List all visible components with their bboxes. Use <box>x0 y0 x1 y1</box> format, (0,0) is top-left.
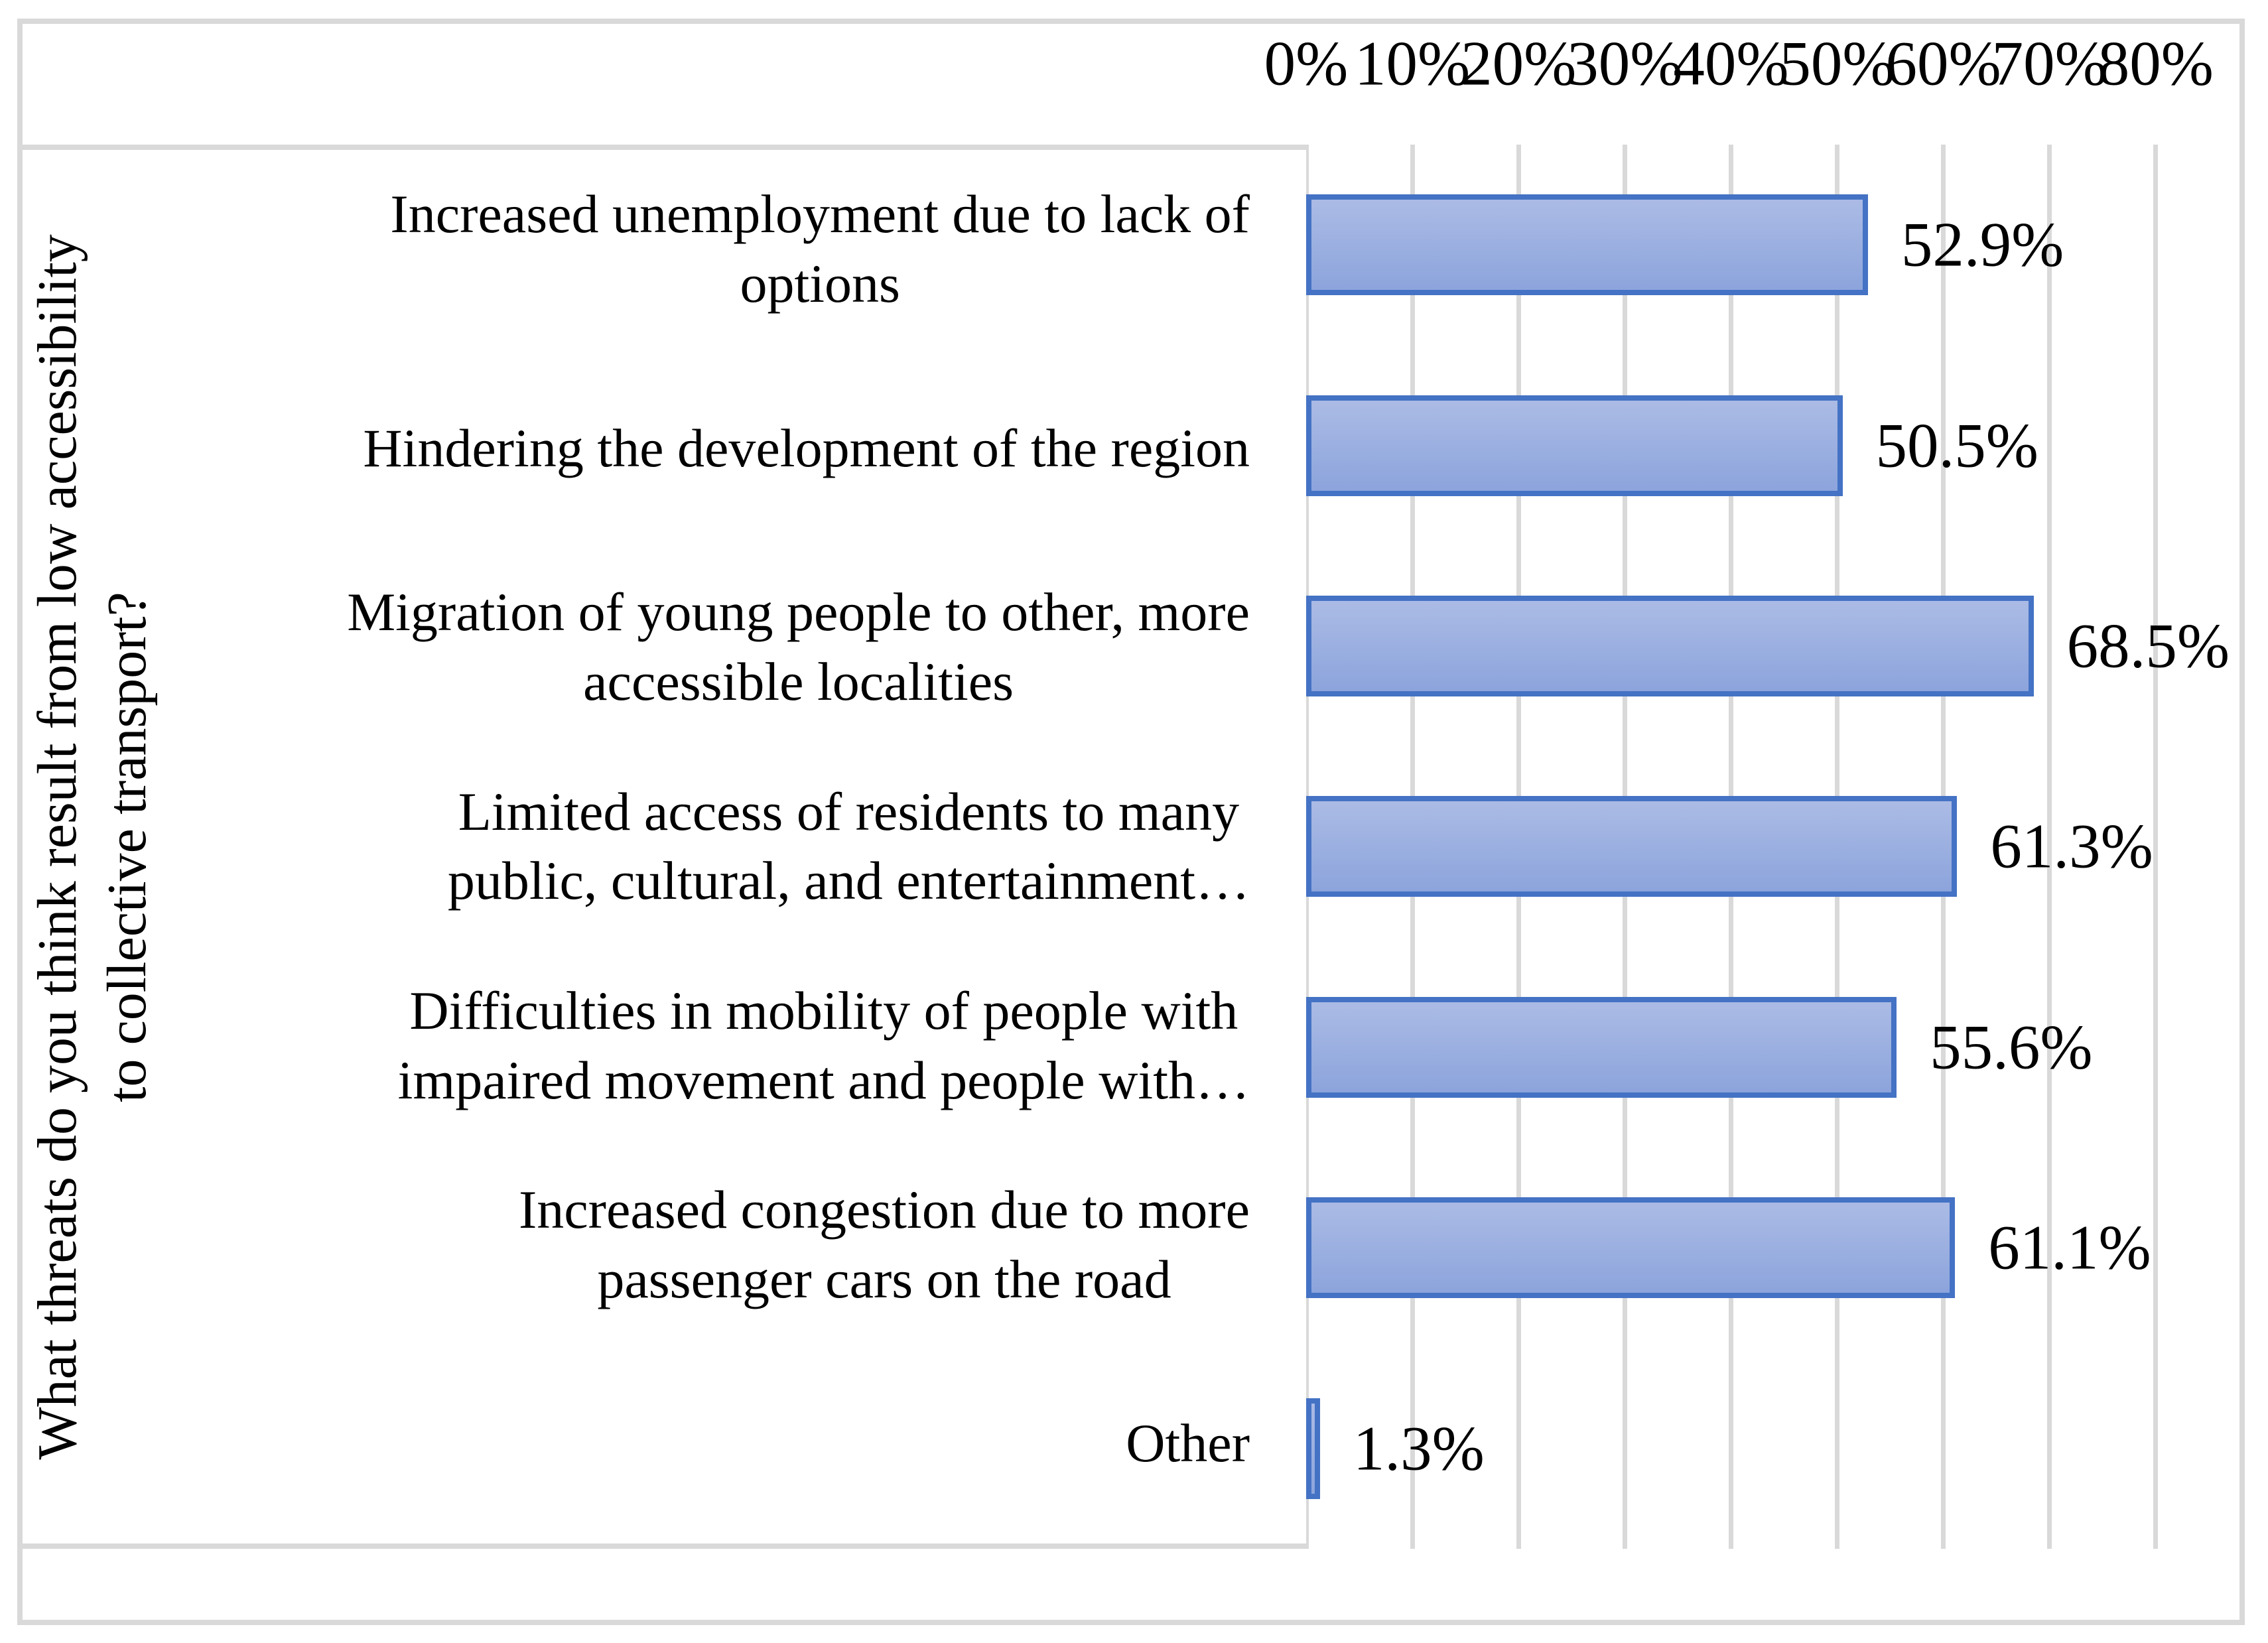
x-axis-tick-label: 10% <box>1355 28 1471 99</box>
category-label: Hindering the development of the region <box>363 417 1250 478</box>
bar-row: 52.9% <box>1306 145 2239 345</box>
category-row: Other <box>135 1345 1306 1544</box>
bar <box>1306 796 1958 897</box>
bar <box>1306 1398 1320 1499</box>
bar-row: 61.3% <box>1306 746 2239 947</box>
category-label: Difficulties in mobility of people with … <box>397 980 1250 1110</box>
category-row: Hindering the development of the region <box>135 349 1306 548</box>
category-labels: Increased unemployment due to lack of op… <box>135 150 1306 1544</box>
bar <box>1306 395 1843 496</box>
bar-value-label: 68.5% <box>2066 610 2230 681</box>
category-label: Other <box>1126 1413 1250 1474</box>
bar-row: 68.5% <box>1306 546 2239 746</box>
category-label: Increased unemployment due to lack of op… <box>390 184 1250 314</box>
y-axis-title-area: What threats do you think result from lo… <box>23 150 158 1544</box>
category-row: Increased unemployment due to lack of op… <box>135 150 1306 349</box>
bar-value-label: 1.3% <box>1353 1413 1485 1484</box>
bar-row: 61.1% <box>1306 1148 2239 1348</box>
y-axis-title: What threats do you think result from lo… <box>27 233 158 1460</box>
category-row: Limited access of residents to many publ… <box>135 747 1306 946</box>
x-axis-tick-label: 0% <box>1264 28 1349 99</box>
x-axis-tick-label: 60% <box>1885 28 2001 99</box>
gridline <box>2153 145 2159 1549</box>
bar <box>1306 194 1868 296</box>
category-label-panel: What threats do you think result from lo… <box>23 145 1306 1549</box>
x-axis-tick-label: 70% <box>1991 28 2107 99</box>
x-axis-tick-label: 20% <box>1461 28 1577 99</box>
bar-value-label: 61.1% <box>1988 1212 2151 1283</box>
bar <box>1306 1197 1956 1299</box>
bar-row: 50.5% <box>1306 345 2239 545</box>
bar-rows: 52.9% 50.5% 68.5% 61.3% 55.6% 61.1% 1.3% <box>1306 145 2239 1549</box>
bar-value-label: 55.6% <box>1930 1012 2093 1083</box>
category-row: Difficulties in mobility of people with … <box>135 947 1306 1146</box>
bar-row: 1.3% <box>1306 1348 2239 1549</box>
category-row: Increased congestion due to more passeng… <box>135 1146 1306 1345</box>
chart-outer-frame <box>17 19 2245 1625</box>
bar-value-label: 50.5% <box>1875 410 2038 481</box>
x-axis-tick-label: 80% <box>2098 28 2214 99</box>
category-label: Migration of young people to other, more… <box>347 582 1250 712</box>
bar-value-label: 61.3% <box>1990 811 2153 882</box>
plot-area: 52.9% 50.5% 68.5% 61.3% 55.6% 61.1% 1.3% <box>1303 145 2239 1549</box>
x-axis-tick-label: 40% <box>1673 28 1789 99</box>
bar-value-label: 52.9% <box>1901 209 2064 280</box>
x-axis-tick-label: 30% <box>1567 28 1683 99</box>
bar <box>1306 596 2034 697</box>
category-label: Increased congestion due to more passeng… <box>518 1179 1250 1309</box>
gridline <box>2047 145 2052 1549</box>
x-axis-tick-label: 50% <box>1779 28 1895 99</box>
category-label: Limited access of residents to many publ… <box>447 781 1250 911</box>
bar <box>1306 996 1897 1098</box>
bar-row: 55.6% <box>1306 947 2239 1148</box>
category-row: Migration of young people to other, more… <box>135 548 1306 747</box>
